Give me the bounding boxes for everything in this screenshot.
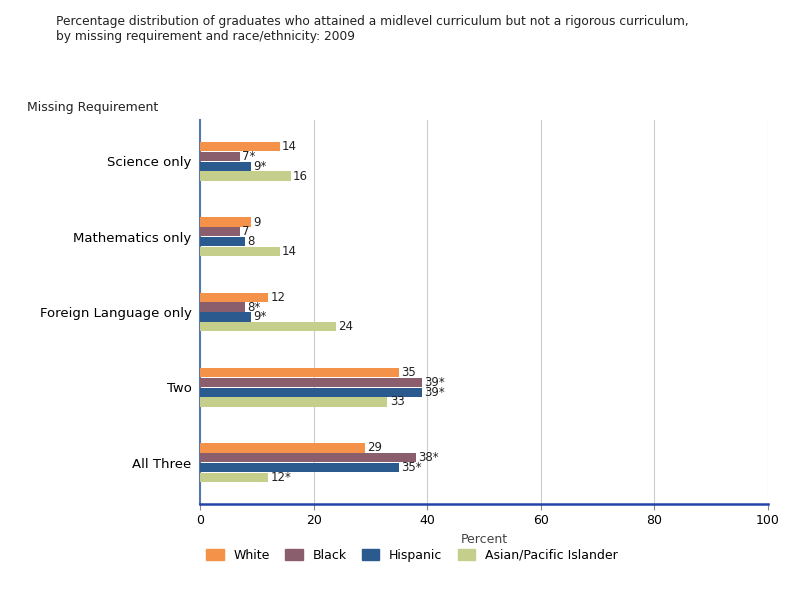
Text: 8: 8 (248, 235, 255, 248)
Text: 16: 16 (293, 170, 308, 182)
Text: 35*: 35* (401, 461, 422, 474)
Bar (200, 247, 279, 256)
Text: 9*: 9* (254, 310, 266, 323)
Text: 24: 24 (338, 320, 354, 333)
X-axis label: Percent: Percent (461, 533, 507, 546)
Text: 8*: 8* (248, 301, 261, 314)
Text: 35: 35 (401, 366, 416, 379)
Bar (200, 463, 398, 472)
Text: Percentage distribution of graduates who attained a midlevel curriculum but not : Percentage distribution of graduates who… (56, 15, 689, 43)
Text: 9*: 9* (254, 160, 266, 173)
Text: 33: 33 (390, 395, 405, 409)
Bar (200, 397, 387, 407)
Bar (200, 152, 240, 161)
Bar (200, 302, 246, 312)
Bar (200, 217, 251, 227)
Bar (200, 453, 416, 463)
Text: 39*: 39* (424, 376, 445, 389)
Text: 7: 7 (242, 226, 250, 238)
Bar (200, 368, 398, 377)
Bar (200, 473, 268, 482)
Text: Missing Requirement: Missing Requirement (26, 101, 158, 114)
Bar (200, 227, 240, 236)
Text: 9: 9 (254, 215, 261, 229)
Bar (200, 293, 268, 302)
Bar (200, 312, 251, 322)
Text: 38*: 38* (418, 451, 438, 464)
Text: 29: 29 (367, 442, 382, 454)
Text: 14: 14 (282, 245, 297, 258)
Bar (200, 443, 365, 452)
Legend: White, Black, Hispanic, Asian/Pacific Islander: White, Black, Hispanic, Asian/Pacific Is… (206, 548, 618, 562)
Text: 12: 12 (270, 291, 286, 304)
Text: 12*: 12* (270, 471, 291, 484)
Text: 39*: 39* (424, 386, 445, 398)
Bar (200, 237, 246, 246)
Bar (200, 322, 336, 331)
Bar (200, 172, 291, 181)
Bar (200, 161, 251, 171)
Text: 14: 14 (282, 140, 297, 153)
Bar (200, 142, 279, 151)
Bar (200, 388, 422, 397)
Bar (200, 378, 422, 387)
Text: 7*: 7* (242, 150, 255, 163)
